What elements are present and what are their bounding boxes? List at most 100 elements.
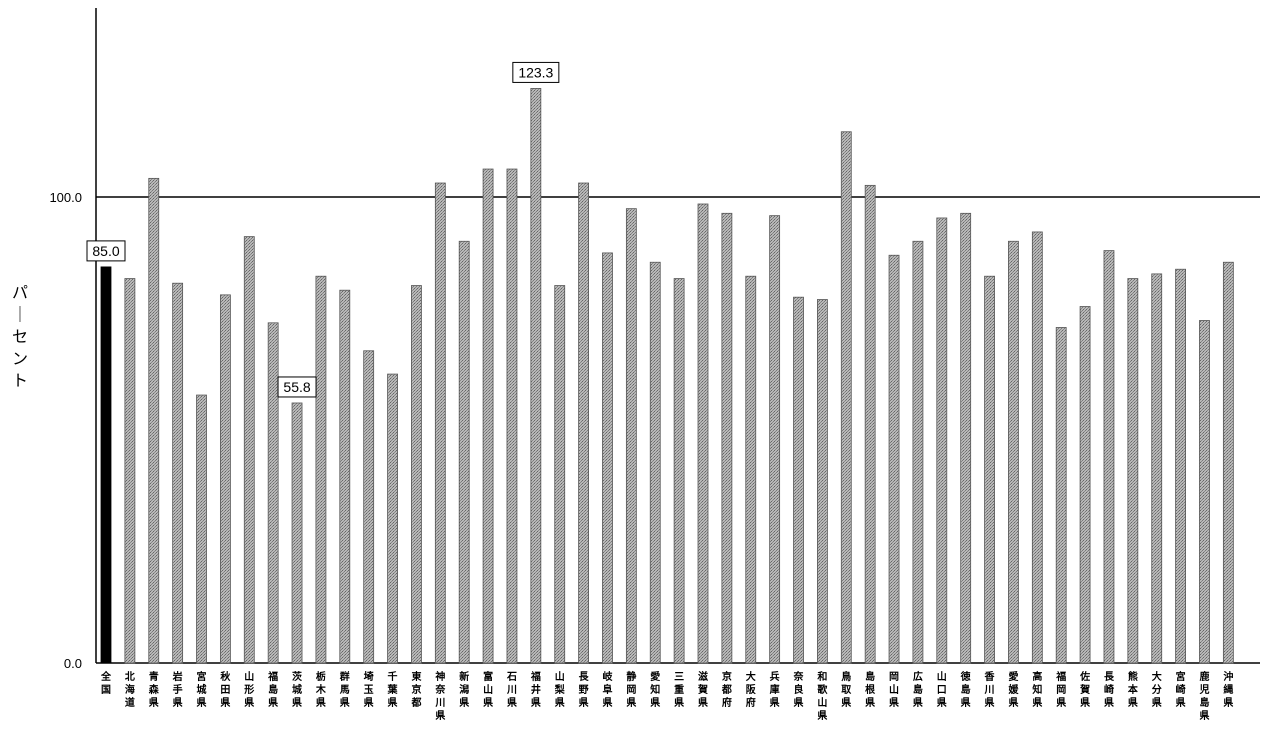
bar: [1151, 273, 1163, 664]
x-tick-label: 静岡県: [626, 670, 636, 709]
bar: [267, 322, 279, 664]
x-tick-label: 兵庫県: [770, 670, 780, 709]
x-tick-label: 三重県: [674, 671, 684, 709]
bar: [363, 350, 375, 664]
x-tick-label: 熊本県: [1128, 670, 1139, 709]
x-tick-label: 宮崎県: [1176, 670, 1186, 709]
x-tick-label: 広島県: [913, 670, 923, 709]
bar: [172, 282, 184, 664]
x-tick-label: 埼玉県: [364, 670, 374, 709]
x-tick-label: 岡山県: [889, 671, 899, 709]
bar: [530, 88, 542, 664]
bar: [1103, 250, 1115, 664]
x-tick-label: 高知県: [1031, 670, 1042, 709]
bar: [578, 182, 589, 664]
bar: [697, 203, 709, 664]
x-tick-label: 山形県: [244, 670, 254, 709]
x-tick-label: 福井県: [530, 670, 541, 709]
bar: [339, 289, 351, 664]
bar: [291, 402, 303, 664]
bar: [936, 217, 948, 664]
y-axis-label: パ｜セント: [12, 283, 28, 390]
x-tick-label: 滋賀県: [697, 670, 708, 709]
bar: [960, 212, 972, 664]
bar: [1175, 268, 1186, 664]
x-tick-label: 大阪府: [746, 670, 757, 709]
x-tick-label: 沖縄県: [1223, 670, 1233, 709]
x-tick-label: 岩手県: [172, 670, 183, 709]
x-tick-label: 佐賀県: [1079, 670, 1090, 709]
bar: [196, 394, 207, 664]
x-tick-label: 新潟県: [459, 670, 469, 709]
bar: [506, 168, 518, 664]
x-tick-label: 富山県: [483, 670, 493, 709]
data-label-box: [86, 240, 126, 262]
bar: [769, 215, 781, 664]
x-tick-label: 和歌山県: [816, 670, 828, 722]
x-tick-label: 石川県: [506, 671, 517, 709]
x-tick-label: 愛媛県: [1007, 670, 1019, 709]
x-tick-label: 栃木県: [315, 670, 327, 709]
y-tick-label: 0.0: [64, 656, 82, 671]
bar: [1079, 306, 1091, 664]
data-label-box: [277, 376, 317, 398]
data-label: 85.0: [92, 243, 119, 259]
bar: [1222, 261, 1234, 664]
bar: [1055, 327, 1067, 664]
x-tick-label: 神奈川県: [434, 670, 446, 722]
plot-area: 0.0 100.0 全国 北海道 青森県 岩手県 宮城県 秋田県 山形県 福島県 茨城県 栃木県 群馬県…: [49, 8, 1260, 722]
bar: [219, 294, 231, 664]
x-tick-label: 福岡県: [1055, 670, 1066, 709]
x-tick-label: 香川県: [984, 670, 995, 709]
bar: [148, 177, 160, 664]
data-label: 123.3: [518, 64, 553, 80]
x-tick-label: 鳥取県: [841, 670, 852, 709]
x-tick-label: 宮城県: [197, 670, 207, 709]
bar: [100, 266, 112, 664]
data-label: 55.8: [283, 379, 310, 395]
bar: [1199, 320, 1210, 664]
bar: [387, 373, 398, 664]
x-tick-label: 東京都: [410, 670, 421, 709]
bar: [793, 296, 804, 664]
bar: [243, 236, 255, 664]
x-tick-label: 全国: [100, 670, 112, 696]
x-tick-label: 福島県: [267, 670, 278, 709]
x-tick-label: 島根県: [865, 670, 875, 709]
x-tick-label: 青森県: [148, 670, 160, 709]
data-label-box: [512, 61, 560, 83]
x-tick-label: 山口県: [937, 670, 947, 709]
x-tick-label: 奈良県: [793, 670, 805, 709]
bar: [840, 131, 852, 664]
bar: [458, 240, 470, 664]
bar: [649, 261, 661, 664]
bar: [1031, 231, 1043, 664]
x-tick-label: 徳島県: [960, 670, 971, 709]
x-tick-label: 愛知県: [649, 670, 660, 709]
bar: [673, 278, 685, 664]
bar: [721, 212, 733, 664]
bar: [625, 208, 637, 664]
bar: [1008, 240, 1019, 664]
bar: [1127, 278, 1139, 664]
bar: [124, 278, 136, 664]
bar: [888, 254, 900, 664]
x-tick-label: 山梨県: [554, 670, 566, 709]
bar: [602, 252, 613, 664]
bar: [984, 275, 995, 664]
x-tick-label: 鹿児島県: [1198, 670, 1209, 722]
x-tick-label: 長崎県: [1104, 671, 1115, 709]
bar: [864, 184, 876, 664]
x-tick-label: 秋田県: [220, 670, 231, 709]
x-tick-label: 大分県: [1152, 670, 1162, 709]
bar: [554, 285, 566, 664]
bar: [912, 240, 924, 664]
x-tick-label: 長野県: [579, 671, 590, 709]
x-tick-label: 千葉県: [387, 670, 399, 709]
bar: [434, 182, 446, 664]
x-tick-label: 岐阜県: [602, 670, 612, 709]
x-tick-label: 群馬県: [340, 670, 350, 709]
bar: [315, 275, 327, 664]
y-tick-label: 100.0: [49, 190, 82, 205]
